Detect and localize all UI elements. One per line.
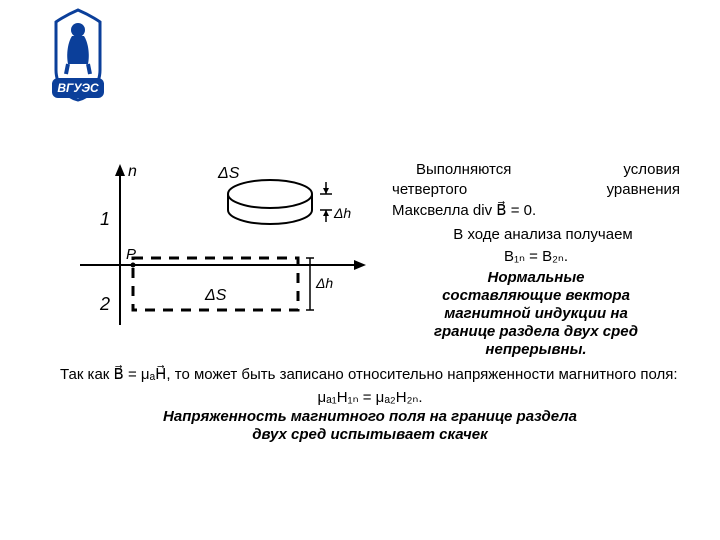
point-p: P [126,246,136,263]
para1-line2: четвертого уравнения [392,180,680,200]
stmt2-l2: двух сред испытывает скачек [60,426,680,445]
para1-line1: Выполняются условия [392,160,680,180]
region2-label: 2 [99,294,110,314]
delta-h-top: Δh [333,205,351,221]
delta-h-right: Δh [315,275,333,291]
region1-label: 1 [100,209,110,229]
para2: Так как B⃗ = μₐH⃗, то может быть записан… [60,365,680,385]
delta-s-bottom: ΔS [204,287,227,304]
equation-1: B₁ₙ = B₂ₙ. [392,247,680,267]
para1-line3: Максвелла div B⃗ = 0. [392,201,680,221]
stmt1-l1: Нормальные [392,269,680,287]
logo-text: ВГУЭС [57,81,99,95]
stmt1-l3: магнитной индукции на [392,305,680,323]
content-area: n 1 2 P ΔS Δh [60,160,680,445]
stmt2-l1: Напряженность магнитного поля на границе… [60,408,680,427]
logo: ВГУЭС [46,8,110,104]
axis-label: n [128,163,137,180]
right-text-block: Выполняются условия четвертого уравнения… [392,160,680,359]
stmt1-l4: границе раздела двух сред [392,323,680,341]
boundary-diagram: n 1 2 P ΔS Δh [60,160,380,340]
stmt1-l5: непрерывны. [392,341,680,359]
equation-2: μₐ₁H₁ₙ = μₐ₂H₂ₙ. [60,388,680,406]
line2: В ходе анализа получаем [392,225,680,245]
delta-s-top: ΔS [217,165,240,182]
stmt1-l2: составляющие вектора [392,287,680,305]
